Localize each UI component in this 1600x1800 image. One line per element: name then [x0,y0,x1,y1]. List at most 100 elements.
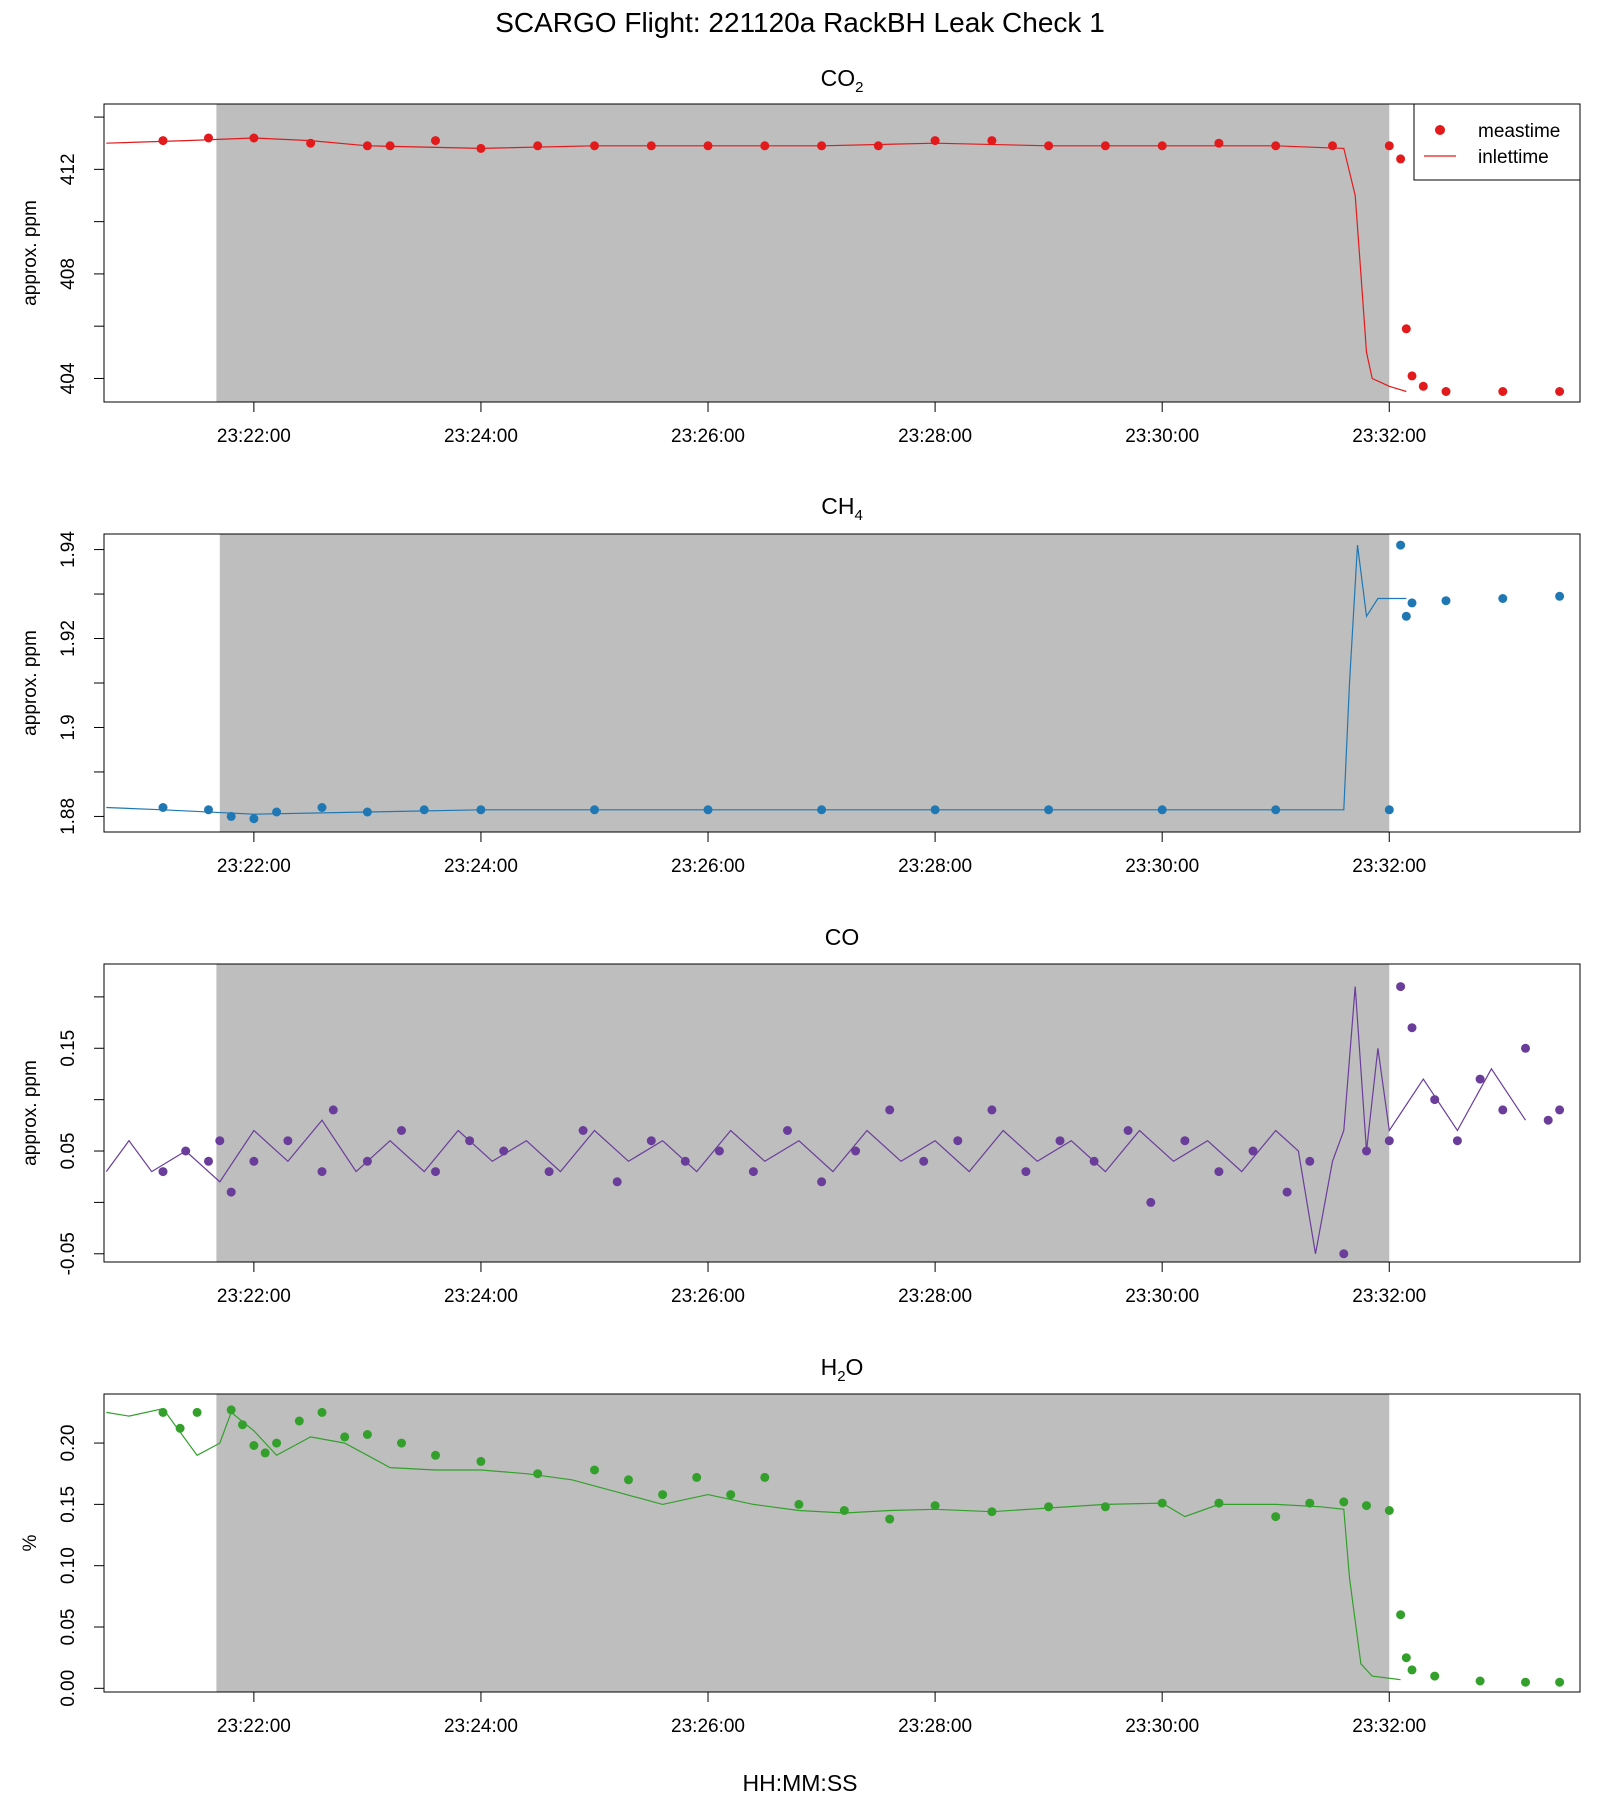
x-tick-label: 23:30:00 [1125,1286,1199,1307]
meastime-point [930,1501,940,1511]
x-tick-label: 23:22:00 [217,1286,291,1307]
meastime-point [1498,1105,1508,1115]
y-tick-label: 0.05 [58,1609,79,1646]
meastime-point [714,1146,724,1156]
meastime-point [1498,387,1508,396]
meastime-point [748,1167,758,1177]
meastime-point [1407,598,1417,608]
x-tick-label: 23:28:00 [898,426,972,447]
y-tick-label: 0.00 [58,1670,79,1707]
meastime-point [362,807,372,817]
meastime-point [249,814,259,824]
y-tick-label: 1.92 [58,620,79,657]
y-axis-label: % [20,1534,41,1551]
meastime-point [397,1438,406,1448]
y-tick-label: 0.05 [58,1133,79,1170]
meastime-point [1384,1506,1394,1515]
meastime-point [226,811,236,821]
meastime-point [987,1507,997,1517]
y-tick-label: 404 [58,362,79,394]
meastime-point [703,805,713,815]
meastime-point [680,1156,690,1166]
meastime-point [1271,805,1281,815]
chart-panel-3: CO -0.05 0.05 0.15 approx. ppm 23:22:00 23:24:… [20,924,1581,1307]
x-tick-label: 23:26:00 [671,856,745,877]
meastime-point [1441,596,1451,606]
meastime-point [1401,324,1411,334]
meastime-point [1100,1502,1110,1512]
meastime-point [851,1146,861,1156]
panel-title-main: CO [825,924,860,950]
meastime-point [1401,1653,1411,1663]
meastime-point [533,141,543,151]
meastime-point [249,1156,259,1166]
x-tick-label: 23:26:00 [671,426,745,447]
panel-title-main: H [821,1354,838,1380]
meastime-point [533,1469,543,1479]
meastime-point [873,141,883,151]
meastime-point [658,1490,668,1500]
meastime-point [175,1423,185,1433]
meastime-point [249,133,259,143]
meastime-point [419,805,429,815]
meastime-point [726,1490,736,1500]
panel-title: CO [825,924,860,950]
chart-panel-1: CO2 404 408 412 approx. ppm 23:22:00 23:24:00 2… [20,65,1581,447]
meastime-point [238,1420,247,1430]
meastime-point [1180,1136,1190,1146]
meastime-point [1475,1074,1485,1084]
meastime-point [1407,1023,1417,1033]
x-tick-label: 23:26:00 [671,1286,745,1307]
panel-title-subscript: 2 [837,1368,845,1385]
plot-frame [103,1393,1581,1693]
meastime-point [1157,805,1167,815]
meastime-point [578,1126,588,1135]
x-tick-label: 23:32:00 [1352,426,1426,447]
x-tick-label: 23:28:00 [898,1716,972,1737]
meastime-point [1123,1126,1133,1135]
meastime-point [158,803,168,812]
meastime-point [499,1146,509,1156]
meastime-point [1339,1497,1349,1507]
meastime-point [465,1136,475,1146]
meastime-point [1475,1676,1485,1686]
meastime-point [1044,141,1054,151]
shaded-region [216,104,1390,402]
meastime-point [397,1126,406,1135]
meastime-point [590,1465,599,1475]
meastime-point [1555,387,1565,396]
meastime-point [272,1438,282,1448]
meastime-point [328,1105,338,1115]
meastime-point [1452,1136,1462,1146]
meastime-point [1401,611,1411,621]
meastime-point [1396,1610,1406,1620]
panel-title-main: CO [821,65,856,91]
meastime-point [1214,1498,1224,1508]
meastime-point [703,141,713,151]
meastime-point [1248,1146,1258,1156]
plot-frame [103,103,1581,403]
meastime-point [885,1514,895,1524]
chart-panel-2: CH4 1.88 1.9 1.92 1.94 approx. ppm 23:22:00 23:… [20,493,1581,877]
meastime-point [817,141,827,151]
x-tick-label: 23:22:00 [217,426,291,447]
x-tick-label: 23:32:00 [1352,856,1426,877]
meastime-point [987,136,997,146]
meastime-point [544,1167,554,1177]
meastime-point [692,1472,702,1482]
meastime-point [158,1167,168,1177]
meastime-point [1521,1677,1530,1687]
panel-title-subscript: 4 [854,507,862,524]
x-tick-label: 23:32:00 [1352,1716,1426,1737]
meastime-point [1271,1512,1281,1522]
y-tick-label: 1.88 [58,798,79,835]
panel-title: CH4 [821,493,863,524]
meastime-point [1430,1095,1440,1105]
y-axis-label: approx. ppm [20,630,41,736]
x-tick-label: 23:24:00 [444,426,518,447]
meastime-point [817,1177,827,1187]
x-tick-label: 23:24:00 [444,856,518,877]
meastime-point [1384,141,1394,151]
meastime-point [1044,805,1054,815]
meastime-point [646,1136,656,1146]
